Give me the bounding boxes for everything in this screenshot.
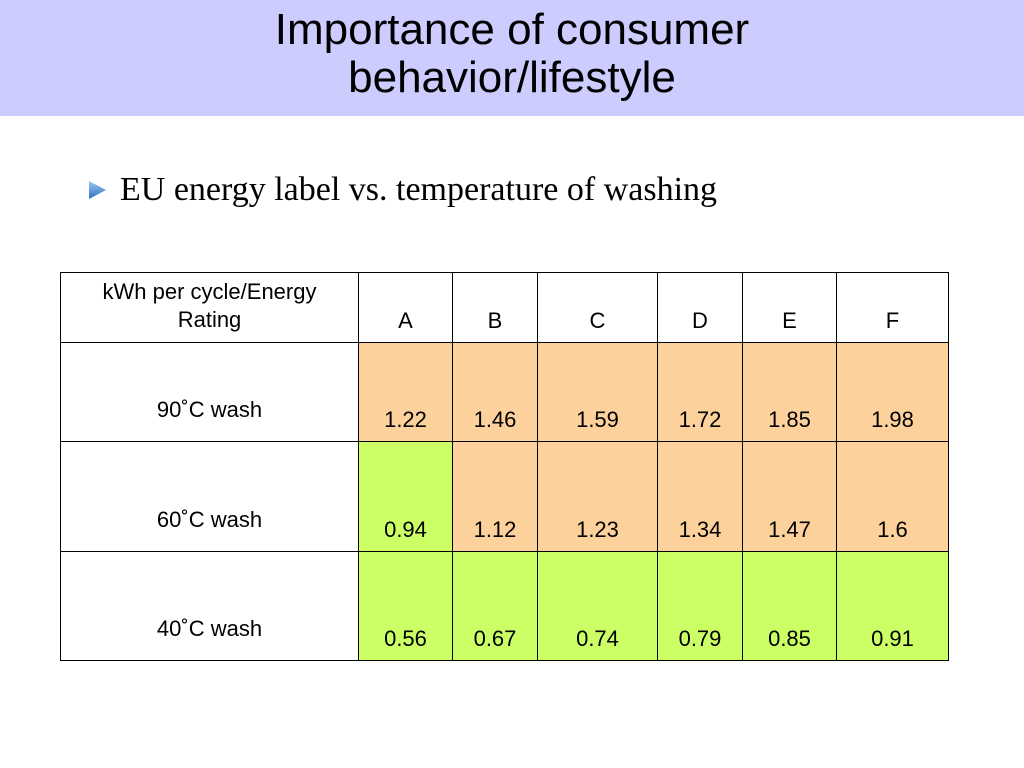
corner-header-cell: kWh per cycle/Energy Rating [60,272,359,343]
table-cell: 1.98 [836,342,949,442]
table-cell: 0.91 [836,551,949,661]
rating-header-e: E [742,272,837,343]
table-cell: 1.59 [537,342,658,442]
slide-title: Importance of consumer behavior/lifestyl… [0,6,1024,102]
table-cell: 1.34 [657,441,743,552]
rating-header-b: B [452,272,538,343]
row-label: 90˚C wash [60,342,359,442]
rating-header-d: D [657,272,743,343]
table-cell: 1.85 [742,342,837,442]
table-cell: 0.85 [742,551,837,661]
corner-header-line-2: Rating [177,307,242,332]
table-cell: 1.6 [836,441,949,552]
table-cell: 1.72 [657,342,743,442]
row-label: 40˚C wash [60,551,359,661]
table-row: 40˚C wash 0.56 0.67 0.74 0.79 0.85 0.91 [60,551,949,661]
bullet-item: EU energy label vs. temperature of washi… [86,168,717,212]
slide-title-line-1: Importance of consumer [274,5,750,54]
table-header-row: kWh per cycle/Energy Rating A B C D E F [60,272,949,343]
table-cell: 0.56 [358,551,453,661]
table-cell: 0.74 [537,551,658,661]
table-cell: 0.94 [358,441,453,552]
bullet-text: EU energy label vs. temperature of washi… [120,171,718,208]
table-cell: 1.22 [358,342,453,442]
rating-header-c: C [537,272,658,343]
corner-header-line-1: kWh per cycle/Energy [102,279,317,304]
title-band [0,0,1024,116]
table-cell: 0.79 [657,551,743,661]
table-cell: 1.12 [452,441,538,552]
table-cell: 1.47 [742,441,837,552]
row-label: 60˚C wash [60,441,359,552]
rating-header-a: A [358,272,453,343]
table-row: 60˚C wash 0.94 1.12 1.23 1.34 1.47 1.6 [60,441,949,552]
rating-header-f: F [836,272,949,343]
table-cell: 1.46 [452,342,538,442]
table-row: 90˚C wash 1.22 1.46 1.59 1.72 1.85 1.98 [60,342,949,442]
table-cell: 1.23 [537,441,658,552]
energy-table: kWh per cycle/Energy Rating A B C D E F … [60,272,949,661]
triangle-bullet-icon [89,181,106,199]
table-cell: 0.67 [452,551,538,661]
slide-title-line-2: behavior/lifestyle [348,53,676,102]
